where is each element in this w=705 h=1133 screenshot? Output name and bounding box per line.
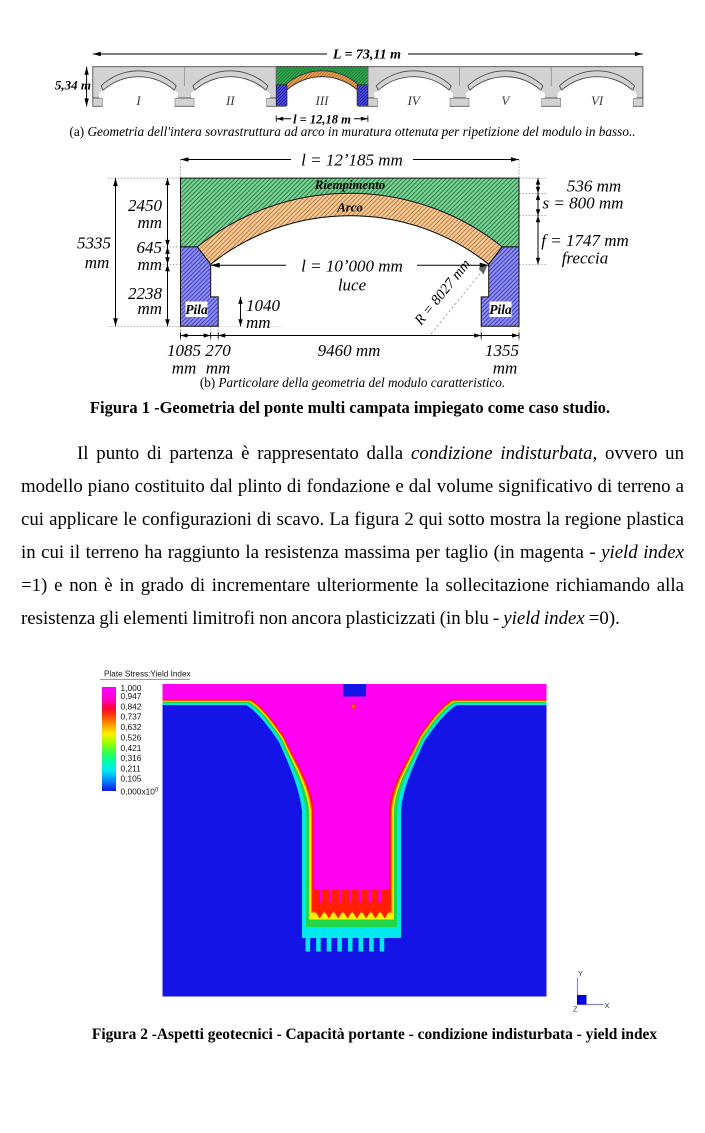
svg-text:III: III xyxy=(315,93,330,108)
svg-text:f = 1747 mm: f = 1747 mm xyxy=(541,231,629,250)
svg-text:0,842: 0,842 xyxy=(121,702,142,712)
svg-text:I: I xyxy=(135,93,141,108)
svg-text:mm: mm xyxy=(493,359,518,378)
svg-text:Pila: Pila xyxy=(489,302,512,317)
svg-text:645: 645 xyxy=(137,238,163,257)
svg-text:l = 10ʼ000 mm: l = 10ʼ000 mm xyxy=(301,257,403,276)
svg-text:270: 270 xyxy=(205,341,231,360)
svg-text:V: V xyxy=(501,93,511,108)
svg-text:mm: mm xyxy=(172,359,197,378)
svg-text:mm: mm xyxy=(246,313,271,332)
svg-text:1355: 1355 xyxy=(485,341,519,360)
svg-text:1040: 1040 xyxy=(246,296,281,315)
svg-text:freccia: freccia xyxy=(562,249,609,268)
svg-text:0,316: 0,316 xyxy=(121,753,142,763)
svg-text:s = 800 mm: s = 800 mm xyxy=(543,194,624,213)
svg-text:mm: mm xyxy=(206,359,231,378)
svg-text:9460 mm: 9460 mm xyxy=(318,341,381,360)
svg-text:mm: mm xyxy=(137,299,162,318)
svg-text:0,947: 0,947 xyxy=(121,691,142,701)
svg-text:1085: 1085 xyxy=(167,341,201,360)
svg-text:L = 73,11 m: L = 73,11 m xyxy=(332,48,401,63)
svg-text:VI: VI xyxy=(591,93,604,108)
svg-text:Z: Z xyxy=(573,1005,578,1014)
svg-text:l = 12ʼ185 mm: l = 12ʼ185 mm xyxy=(301,151,403,170)
svg-text:IV: IV xyxy=(407,93,422,108)
svg-text:Plate Stress:Yield Index: Plate Stress:Yield Index xyxy=(104,670,191,679)
svg-text:mm: mm xyxy=(85,253,110,272)
svg-text:5335: 5335 xyxy=(77,234,111,253)
svg-text:536 mm: 536 mm xyxy=(567,177,621,196)
svg-text:0,421: 0,421 xyxy=(121,743,142,753)
svg-text:mm: mm xyxy=(137,255,162,274)
svg-text:0,211: 0,211 xyxy=(121,764,142,774)
svg-text:Riempimento: Riempimento xyxy=(314,178,385,192)
svg-text:l = 12,18 m: l = 12,18 m xyxy=(293,112,351,126)
svg-text:Y: Y xyxy=(578,969,583,978)
svg-text:1,000: 1,000 xyxy=(121,683,142,693)
svg-text:mm: mm xyxy=(137,213,162,232)
svg-text:5,34 m: 5,34 m xyxy=(55,78,91,93)
svg-text:X: X xyxy=(605,1001,610,1010)
svg-text:0,632: 0,632 xyxy=(121,722,142,732)
svg-text:Pila: Pila xyxy=(185,302,208,317)
svg-text:0,105: 0,105 xyxy=(121,774,142,784)
svg-text:0,737: 0,737 xyxy=(121,712,142,722)
svg-text:2450: 2450 xyxy=(128,196,163,215)
svg-text:2238: 2238 xyxy=(128,284,163,303)
svg-text:II: II xyxy=(225,93,235,108)
svg-text:0,000x100: 0,000x100 xyxy=(121,787,159,797)
svg-text:luce: luce xyxy=(338,276,367,295)
svg-text:Arco: Arco xyxy=(336,201,363,215)
svg-text:0,526: 0,526 xyxy=(121,733,142,743)
